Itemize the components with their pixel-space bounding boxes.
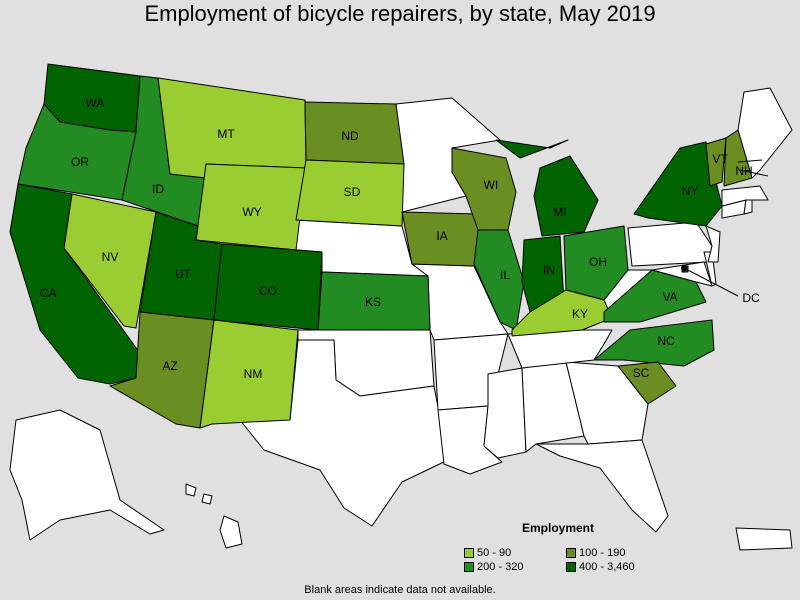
state-label-il: IL [500,268,510,282]
state-label-nd: ND [341,129,359,143]
dc-leader-line [683,267,739,297]
state-va [603,269,707,323]
state-ks [317,271,431,331]
state-label-wa: WA [86,96,105,110]
state-label-dc: DC [742,291,760,305]
map-title: Employment of bicycle repairers, by stat… [144,1,656,26]
state-sc [617,361,677,405]
state-label-ca: CA [40,286,57,300]
legend-item-400-3460: 400 - 3,460 [566,561,635,573]
state-label-in: IN [543,263,555,277]
legend-swatch [566,562,576,573]
state-ma-blank [721,185,769,207]
state-label-co: CO [259,284,277,298]
legend-swatch [566,548,576,559]
legend-item-100-190: 100 - 190 [566,547,625,559]
state-nv [63,193,157,329]
state-oh [563,225,629,301]
legend: Employment 50 - 90 100 - 190 200 - 320 4… [462,520,662,580]
vt-leader-line [737,159,763,163]
state-label-id: ID [152,182,164,196]
state-fl-blank [535,439,669,533]
state-pr-blank [735,527,793,551]
leader-lines [683,159,769,297]
state-label-ks: KS [365,295,381,309]
state-ms-blank [483,367,527,459]
legend-swatch [464,562,474,573]
state-label-mt: MT [217,127,235,141]
state-label-wy: WY [242,205,261,219]
state-ny [633,141,723,227]
state-label-sc: SC [633,366,650,380]
state-label-va: VA [662,290,677,304]
state-hi-blank [185,483,243,549]
state-ak-blank [9,409,165,541]
state-label-nc: NC [657,334,675,348]
state-label-ny: NY [682,184,699,198]
state-label-az: AZ [162,359,177,373]
state-label-ky: KY [572,307,588,321]
state-label-wi: WI [484,178,499,192]
state-nh [723,129,753,187]
state-label-nm: NM [244,367,263,381]
state-vt [705,137,727,187]
state-tn-blank [507,329,613,369]
state-label-ut: UT [175,267,192,281]
state-tx-blank [239,339,449,527]
state-label-nv: NV [102,250,119,264]
state-pa-blank [627,221,713,267]
legend-title: Employment [522,521,595,535]
state-label-ia: IA [436,229,447,243]
legend-item-200-320: 200 - 320 [464,561,523,573]
state-sd [295,159,405,227]
state-nc [593,319,715,367]
state-label-vt: VT [712,152,728,166]
nh-leader-line [739,169,769,177]
state-mi [495,139,599,237]
state-nm [199,319,299,429]
state-label-sd: SD [344,185,361,199]
states-layer [9,63,793,551]
state-nj-blank [705,225,721,263]
state-label-mi: MI [553,205,566,219]
state-label-oh: OH [589,255,607,269]
legend-swatch [464,548,474,559]
legend-item-50-90: 50 - 90 [464,547,511,559]
state-ri-blank [743,199,753,215]
state-label-or: OR [71,155,89,169]
labels-layer: WA OR CA ID NV MT WY UT AZ CO NM ND SD KS IA WI IL MI IN OH… [40,96,760,381]
footnote: Blank areas indicate data not available. [304,584,496,596]
